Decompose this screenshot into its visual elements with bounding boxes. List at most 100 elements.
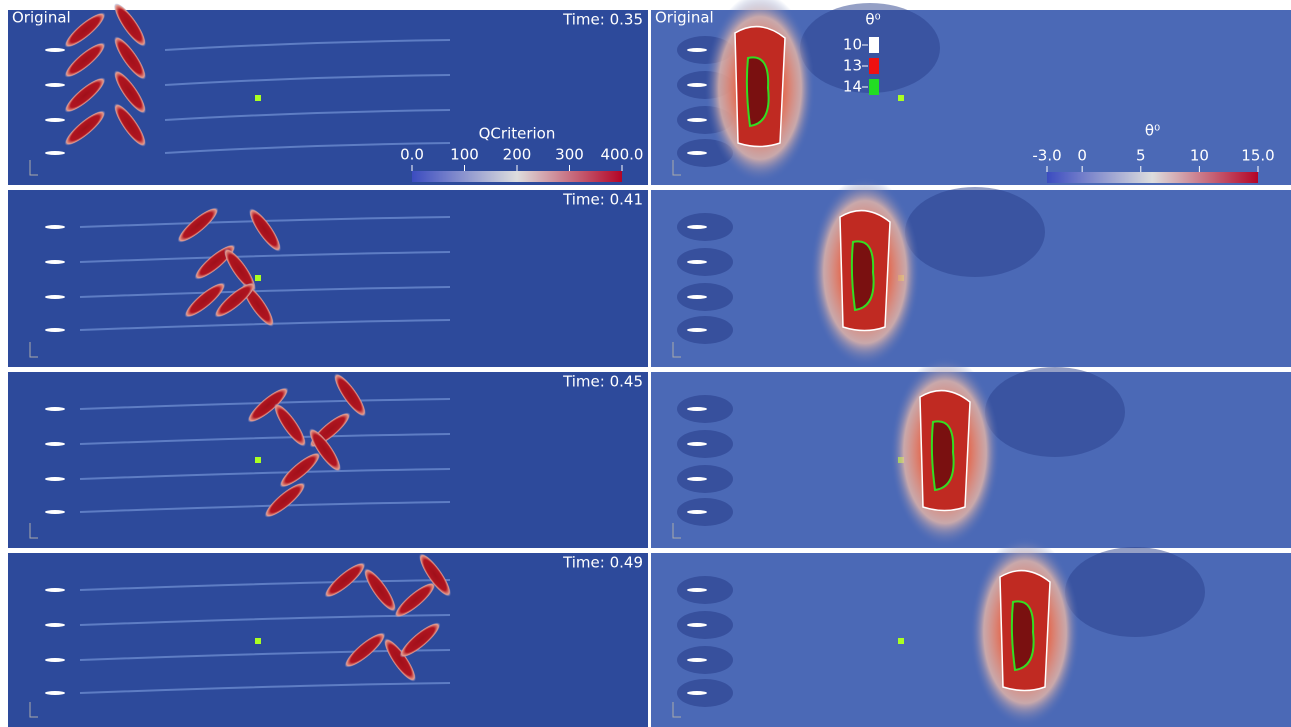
axes-glyph: [672, 702, 681, 718]
axes-glyph: [29, 702, 38, 718]
vortex: [309, 428, 341, 472]
dark-region: [985, 367, 1125, 457]
vortex: [249, 208, 281, 252]
axes-glyph: [672, 342, 681, 358]
time-label: Time: 0.49: [562, 554, 643, 572]
airfoil: [45, 623, 65, 627]
probe: [255, 457, 261, 463]
wake: [79, 286, 451, 298]
airfoil: [687, 691, 707, 695]
left-panel: [8, 3, 648, 185]
colorbar-tick-label: 400.0: [601, 146, 644, 164]
colorbar-tick-label: 100: [450, 146, 479, 164]
axes-glyph: [29, 160, 38, 176]
vortex: [274, 403, 306, 447]
airfoil: [45, 295, 65, 299]
colorbar-tick-label: 10: [1190, 147, 1209, 165]
panel-bg: [8, 10, 648, 185]
airfoil: [687, 48, 707, 52]
wake: [79, 579, 451, 591]
probe: [898, 95, 904, 101]
airfoil: [687, 442, 707, 446]
vortex: [184, 282, 226, 318]
airfoil: [687, 407, 707, 411]
colorbar: [412, 171, 622, 182]
airfoil: [687, 477, 707, 481]
wake: [164, 39, 451, 51]
airfoil: [687, 588, 707, 592]
wake: [164, 109, 451, 121]
legend-label: 10: [843, 36, 862, 54]
airfoil: [45, 260, 65, 264]
airfoil: [45, 151, 65, 155]
vortex: [114, 3, 146, 47]
colorbar-tick-label: 300: [555, 146, 584, 164]
wake: [79, 398, 451, 410]
vortex: [177, 207, 219, 243]
wake: [79, 216, 451, 228]
legend-label: 13: [843, 57, 862, 75]
vortex: [64, 110, 106, 146]
vortex: [114, 36, 146, 80]
panel-bg: [8, 190, 648, 367]
panel-label: Original: [655, 9, 714, 27]
vortex: [224, 248, 256, 292]
wake: [79, 433, 451, 445]
airfoil: [45, 225, 65, 229]
wake: [79, 319, 451, 331]
airfoil: [45, 442, 65, 446]
left-panel: [8, 553, 648, 727]
airfoil: [45, 328, 65, 332]
legend-title: θ⁰: [865, 11, 880, 29]
wake: [164, 142, 451, 154]
airfoil: [687, 118, 707, 122]
probe: [255, 95, 261, 101]
wake: [164, 74, 451, 86]
airfoil: [687, 658, 707, 662]
airfoil: [687, 510, 707, 514]
vortex: [247, 387, 289, 423]
colorbar-title: θ⁰: [1145, 122, 1160, 140]
axes-glyph: [29, 342, 38, 358]
vortex: [399, 622, 441, 658]
axes-glyph: [672, 523, 681, 539]
airfoil: [687, 260, 707, 264]
left-panel: [8, 372, 648, 548]
colorbar-tick-label: 15.0: [1241, 147, 1274, 165]
time-label: Time: 0.41: [562, 191, 643, 209]
vortex: [394, 582, 436, 618]
airfoil: [687, 295, 707, 299]
airfoil: [45, 658, 65, 662]
wake: [79, 468, 451, 480]
probe: [898, 638, 904, 644]
colorbar-tick-label: 0.0: [400, 146, 424, 164]
vortex: [114, 103, 146, 147]
vortex: [214, 282, 256, 318]
legend-label: 14: [843, 78, 862, 96]
colorbar: [1047, 172, 1258, 183]
dark-region: [905, 187, 1045, 277]
vortex: [334, 373, 366, 417]
colorbar-tick-label: 200: [503, 146, 532, 164]
legend-swatch: [869, 58, 879, 74]
colorbar-title: QCriterion: [479, 125, 556, 143]
vortex: [279, 452, 321, 488]
airfoil: [45, 477, 65, 481]
contour-14: [745, 56, 770, 128]
time-label: Time: 0.45: [562, 373, 643, 391]
vortex: [384, 638, 416, 682]
right-panel: [651, 537, 1291, 727]
panel-bg: [8, 553, 648, 727]
vortex: [64, 42, 106, 78]
wake: [79, 682, 451, 694]
airfoil: [45, 691, 65, 695]
legend-swatch: [869, 37, 879, 53]
colorbar-tick-label: 5: [1136, 147, 1146, 165]
airfoil: [45, 510, 65, 514]
vortex: [344, 632, 386, 668]
right-panel: [651, 177, 1291, 367]
airfoil: [687, 83, 707, 87]
colorbar-tick-label: -3.0: [1032, 147, 1061, 165]
airfoil: [45, 48, 65, 52]
